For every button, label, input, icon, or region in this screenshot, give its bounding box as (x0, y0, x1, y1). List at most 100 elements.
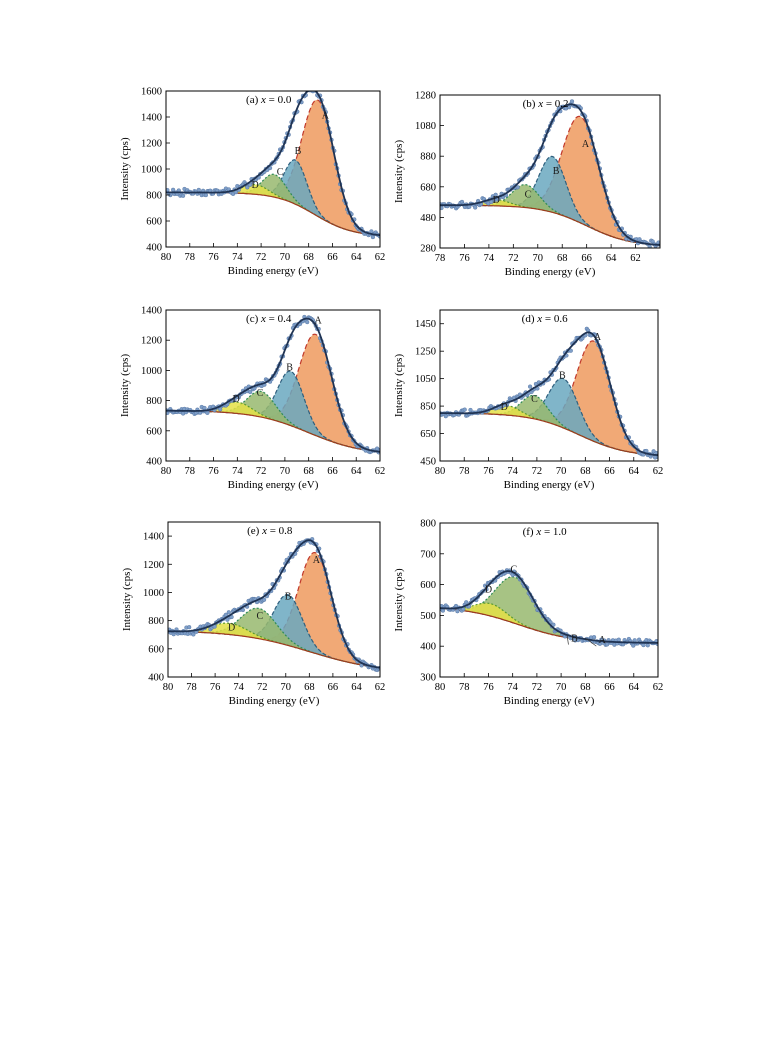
peak-label-a: A (582, 139, 590, 150)
x-tick-label: 78 (435, 253, 446, 264)
plot-frame (167, 521, 381, 678)
data-point (262, 597, 267, 602)
y-axis-label: Intensity (cps) (393, 140, 405, 204)
y-tick-label: 300 (420, 673, 436, 684)
y-tick-label: 1400 (141, 113, 162, 124)
x-axis-label: Binding energy (eV) (229, 695, 320, 707)
y-axis-label: Intensity (cps) (119, 354, 131, 418)
x-tick-label: 66 (604, 466, 615, 477)
x-tick-label: 70 (556, 682, 567, 693)
y-tick-label: 280 (420, 244, 436, 255)
x-tick-label: 78 (185, 252, 196, 263)
data-point (515, 185, 520, 190)
x-tick-label: 72 (508, 253, 519, 264)
panel-d: 80 78 76 74 72 70 68 66 64 62 450 650 850 1050 1250 145… (393, 309, 664, 491)
data-point (493, 192, 498, 197)
x-tick-label: 64 (629, 466, 640, 477)
peak-label-c: C (531, 394, 538, 405)
x-axis-label: Binding energy (eV) (504, 479, 595, 491)
x-tick-label: 80 (163, 682, 174, 693)
x-tick-label: 72 (532, 466, 543, 477)
data-point (248, 182, 253, 187)
peak-label-b: B (553, 166, 560, 177)
plot-frame (439, 522, 659, 678)
x-tick-label: 74 (507, 682, 518, 693)
peak-label-pointer (566, 635, 569, 645)
x-tick-label: 74 (507, 466, 518, 477)
fit-envelope (168, 539, 380, 669)
panel-title: (f) x = 1.0 (523, 526, 568, 538)
x-tick-label: 72 (256, 252, 267, 263)
y-tick-label: 400 (146, 243, 162, 254)
x-tick-label: 64 (351, 466, 362, 477)
y-tick-label: 600 (148, 644, 164, 655)
data-point (473, 205, 478, 210)
x-tick-label: 74 (232, 252, 243, 263)
peak-label-d: D (501, 402, 508, 413)
x-tick-label: 62 (630, 253, 641, 264)
x-tick-label: 76 (459, 253, 470, 264)
x-tick-label: 78 (459, 466, 470, 477)
data-point (248, 389, 253, 395)
data-point (305, 320, 310, 325)
x-tick-label: 80 (161, 252, 172, 263)
x-axis-label: Binding energy (eV) (228, 265, 319, 277)
y-tick-label: 1400 (143, 532, 164, 543)
panel-a: 80 78 76 74 72 70 68 66 64 62 400 600 800 1000 1200 140… (119, 87, 385, 278)
panel-title: (d) x = 0.6 (522, 313, 568, 325)
peak-a-area (166, 334, 380, 452)
fit-envelope (166, 317, 380, 453)
x-tick-label: 68 (304, 682, 315, 693)
peak-label-c: C (277, 167, 284, 178)
y-tick-label: 1000 (141, 366, 162, 377)
y-tick-label: 400 (148, 673, 164, 684)
panel-c: 80 78 76 74 72 70 68 66 64 62 400 600 800 1000 1200 140… (119, 306, 385, 492)
y-tick-label: 1450 (415, 319, 436, 330)
x-tick-label: 68 (580, 682, 591, 693)
y-tick-label: 800 (146, 191, 162, 202)
plot-area (166, 87, 380, 240)
x-tick-label: 70 (280, 252, 291, 263)
y-tick-label: 1250 (415, 347, 436, 358)
data-point (226, 610, 231, 615)
data-point (568, 348, 573, 353)
y-tick-label: 1050 (415, 374, 436, 385)
x-tick-label: 72 (532, 682, 543, 693)
panel-f: 80 78 76 74 72 70 68 66 64 62 300 400 500 600 700 800 Bi… (393, 519, 663, 708)
x-tick-label: 62 (375, 466, 386, 477)
plot-area (440, 326, 658, 460)
panel-e: 80 78 76 74 72 70 68 66 64 62 400 600 800 1000 1200 140… (121, 521, 385, 707)
plot-area (440, 568, 658, 648)
peak-label-a: A (315, 316, 323, 327)
data-point (645, 643, 650, 648)
peak-label-d: D (228, 623, 235, 634)
x-tick-label: 68 (303, 252, 314, 263)
data-point (527, 384, 533, 389)
peak-c-area (168, 608, 380, 668)
data-point (313, 87, 317, 91)
plot-area (166, 314, 380, 455)
panel-b: 78 76 74 72 70 68 66 64 62 280 480 680 880 1080 1280 Bi… (393, 91, 661, 278)
plot-frame (439, 309, 659, 462)
x-tick-label: 72 (257, 682, 268, 693)
data-point (468, 407, 473, 413)
peak-c-line (166, 390, 380, 453)
peak-label-a: A (322, 110, 330, 121)
peak-b-area (440, 156, 660, 245)
x-tick-label: 78 (185, 466, 196, 477)
peak-label-a: A (594, 332, 602, 343)
y-tick-label: 1200 (143, 560, 164, 571)
x-tick-label: 78 (459, 682, 470, 693)
data-point (462, 407, 467, 412)
y-tick-label: 650 (420, 429, 436, 440)
data-point (489, 199, 494, 205)
y-tick-label: 600 (420, 580, 436, 591)
y-axis-label: Intensity (cps) (393, 354, 405, 418)
x-tick-label: 62 (653, 466, 664, 477)
fit-envelope (440, 103, 660, 246)
y-tick-label: 400 (420, 642, 436, 653)
peak-c-area (440, 576, 658, 643)
x-tick-label: 76 (208, 466, 219, 477)
data-point (187, 625, 192, 630)
